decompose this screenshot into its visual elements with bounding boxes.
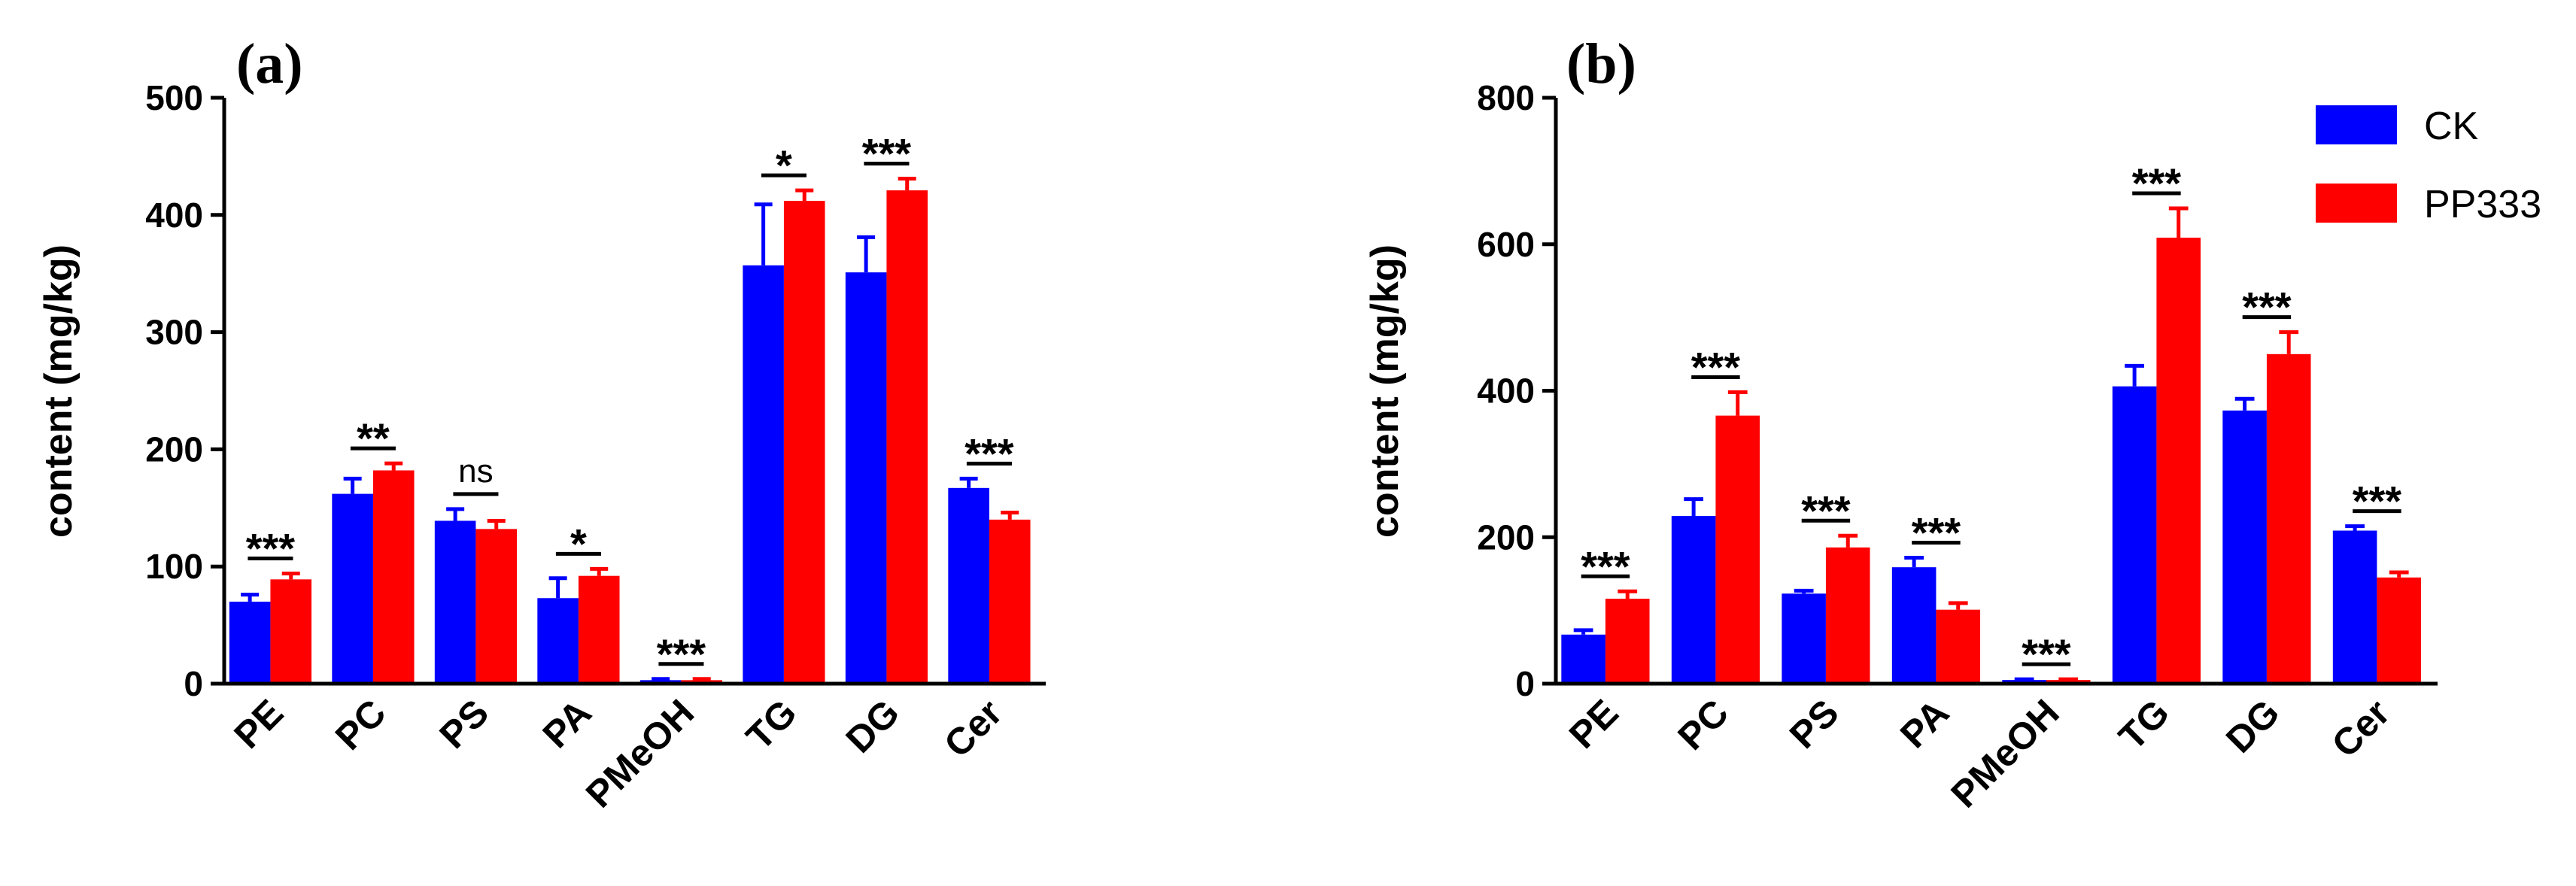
bar-ck-pe	[1561, 634, 1605, 684]
significance-a: *****ns***** ******	[246, 130, 1014, 678]
significance-label: ***	[1801, 487, 1851, 534]
significance-label: ***	[2353, 478, 2402, 525]
category-label: PS	[431, 691, 497, 757]
bar-pp333-dg	[2266, 353, 2311, 684]
significance-label: ***	[246, 525, 296, 572]
panel-label-a: (a)	[236, 32, 303, 96]
bar-pp333-pe	[270, 579, 312, 684]
significance-label: ***	[1912, 509, 1961, 557]
bar-ck-pc	[1671, 516, 1716, 684]
category-label: PMeOH	[1943, 691, 2067, 815]
category-label: Cer	[2324, 691, 2398, 766]
bar-ck-dg	[2222, 410, 2267, 684]
significance-label: **	[357, 414, 390, 462]
legend-label-ck: CK	[2424, 105, 2479, 148]
y-axis-title-a: content (mg/kg)	[37, 244, 80, 538]
y-tick-label: 0	[184, 664, 203, 703]
legend-label-pp333: PP333	[2424, 183, 2541, 226]
error-bars-b	[1573, 206, 2409, 681]
significance-label: ***	[2242, 284, 2292, 331]
bar-ck-ps	[1782, 593, 1826, 684]
bars-b	[1561, 237, 2422, 684]
category-label: Cer	[936, 691, 1010, 766]
significance-label: ***	[1581, 542, 1630, 590]
error-bars-a	[241, 177, 1019, 681]
legend: CK PP333	[2316, 105, 2541, 226]
bar-ck-pa	[537, 598, 579, 684]
bar-ck-pa	[1891, 567, 1937, 684]
y-tick-label: 500	[145, 78, 203, 117]
legend-swatch-ck	[2316, 105, 2397, 144]
bar-ck-ps	[434, 520, 476, 684]
significance-label: ns	[458, 453, 493, 490]
category-label: PS	[1782, 691, 1847, 757]
bar-pp333-pc	[372, 470, 415, 684]
bar-pp333-ps	[1825, 547, 1870, 684]
significance-label: ***	[2132, 159, 2182, 207]
bar-ck-cer	[948, 487, 989, 684]
y-tick-label: 0	[1515, 664, 1535, 703]
bar-pp333-ps	[475, 529, 518, 684]
axes-a	[222, 98, 1046, 686]
significance-b: *** *** *** *** *** *** *** ***	[1581, 159, 2401, 678]
significance-label: ***	[657, 630, 706, 678]
category-label: DG	[838, 691, 908, 761]
bar-pp333-pa	[578, 575, 620, 684]
bar-pp333-pe	[1605, 599, 1650, 684]
bar-ck-pe	[229, 601, 271, 684]
y-ticks-a: 0 100 200 300 400 500	[145, 78, 224, 703]
category-label: PC	[1669, 691, 1736, 758]
y-tick-label: 300	[145, 313, 203, 352]
category-label: PA	[1892, 691, 1957, 756]
axes-b	[1554, 98, 2438, 686]
y-tick-label: 100	[145, 547, 203, 586]
y-axis-title-b: content (mg/kg)	[1363, 244, 1407, 538]
y-tick-label: 400	[145, 196, 203, 235]
significance-label: ***	[1691, 343, 1741, 390]
category-label: PC	[327, 691, 394, 758]
bar-ck-pc	[332, 493, 373, 684]
category-label: PE	[1561, 691, 1627, 757]
bar-ck-tg	[2112, 386, 2157, 684]
y-tick-label: 600	[1477, 225, 1535, 264]
y-tick-label: 200	[1477, 517, 1535, 557]
bar-ck-cer	[2332, 530, 2377, 684]
category-label: PMeOH	[578, 691, 702, 815]
category-label: TG	[738, 691, 805, 758]
category-label: TG	[2111, 691, 2178, 758]
y-tick-label: 400	[1477, 372, 1535, 411]
bar-pp333-cer	[2377, 577, 2422, 684]
bar-pp333-pc	[1715, 415, 1760, 684]
legend-swatch-pp333	[2316, 184, 2397, 223]
category-label: DG	[2218, 691, 2288, 761]
bar-ck-dg	[845, 272, 887, 684]
y-ticks-b: 0 200 400 600 800	[1477, 78, 1556, 703]
y-tick-label: 200	[145, 429, 203, 469]
significance-label: ***	[2022, 630, 2071, 678]
y-tick-label: 800	[1477, 78, 1535, 117]
bar-pp333-dg	[886, 190, 928, 684]
significance-label: ***	[862, 130, 912, 178]
bar-pp333-tg	[2156, 237, 2201, 684]
bars-a	[229, 190, 1031, 684]
bar-pp333-pa	[1936, 609, 1981, 684]
panel-label-b: (b)	[1566, 32, 1636, 96]
bar-pp333-cer	[989, 519, 1031, 684]
significance-label: *	[776, 141, 792, 189]
bar-pp333-tg	[783, 201, 825, 684]
category-label: PA	[535, 691, 600, 756]
significance-label: ***	[964, 429, 1014, 477]
category-label: PE	[226, 691, 291, 757]
bar-ck-tg	[743, 265, 784, 684]
significance-label: *	[570, 520, 587, 567]
